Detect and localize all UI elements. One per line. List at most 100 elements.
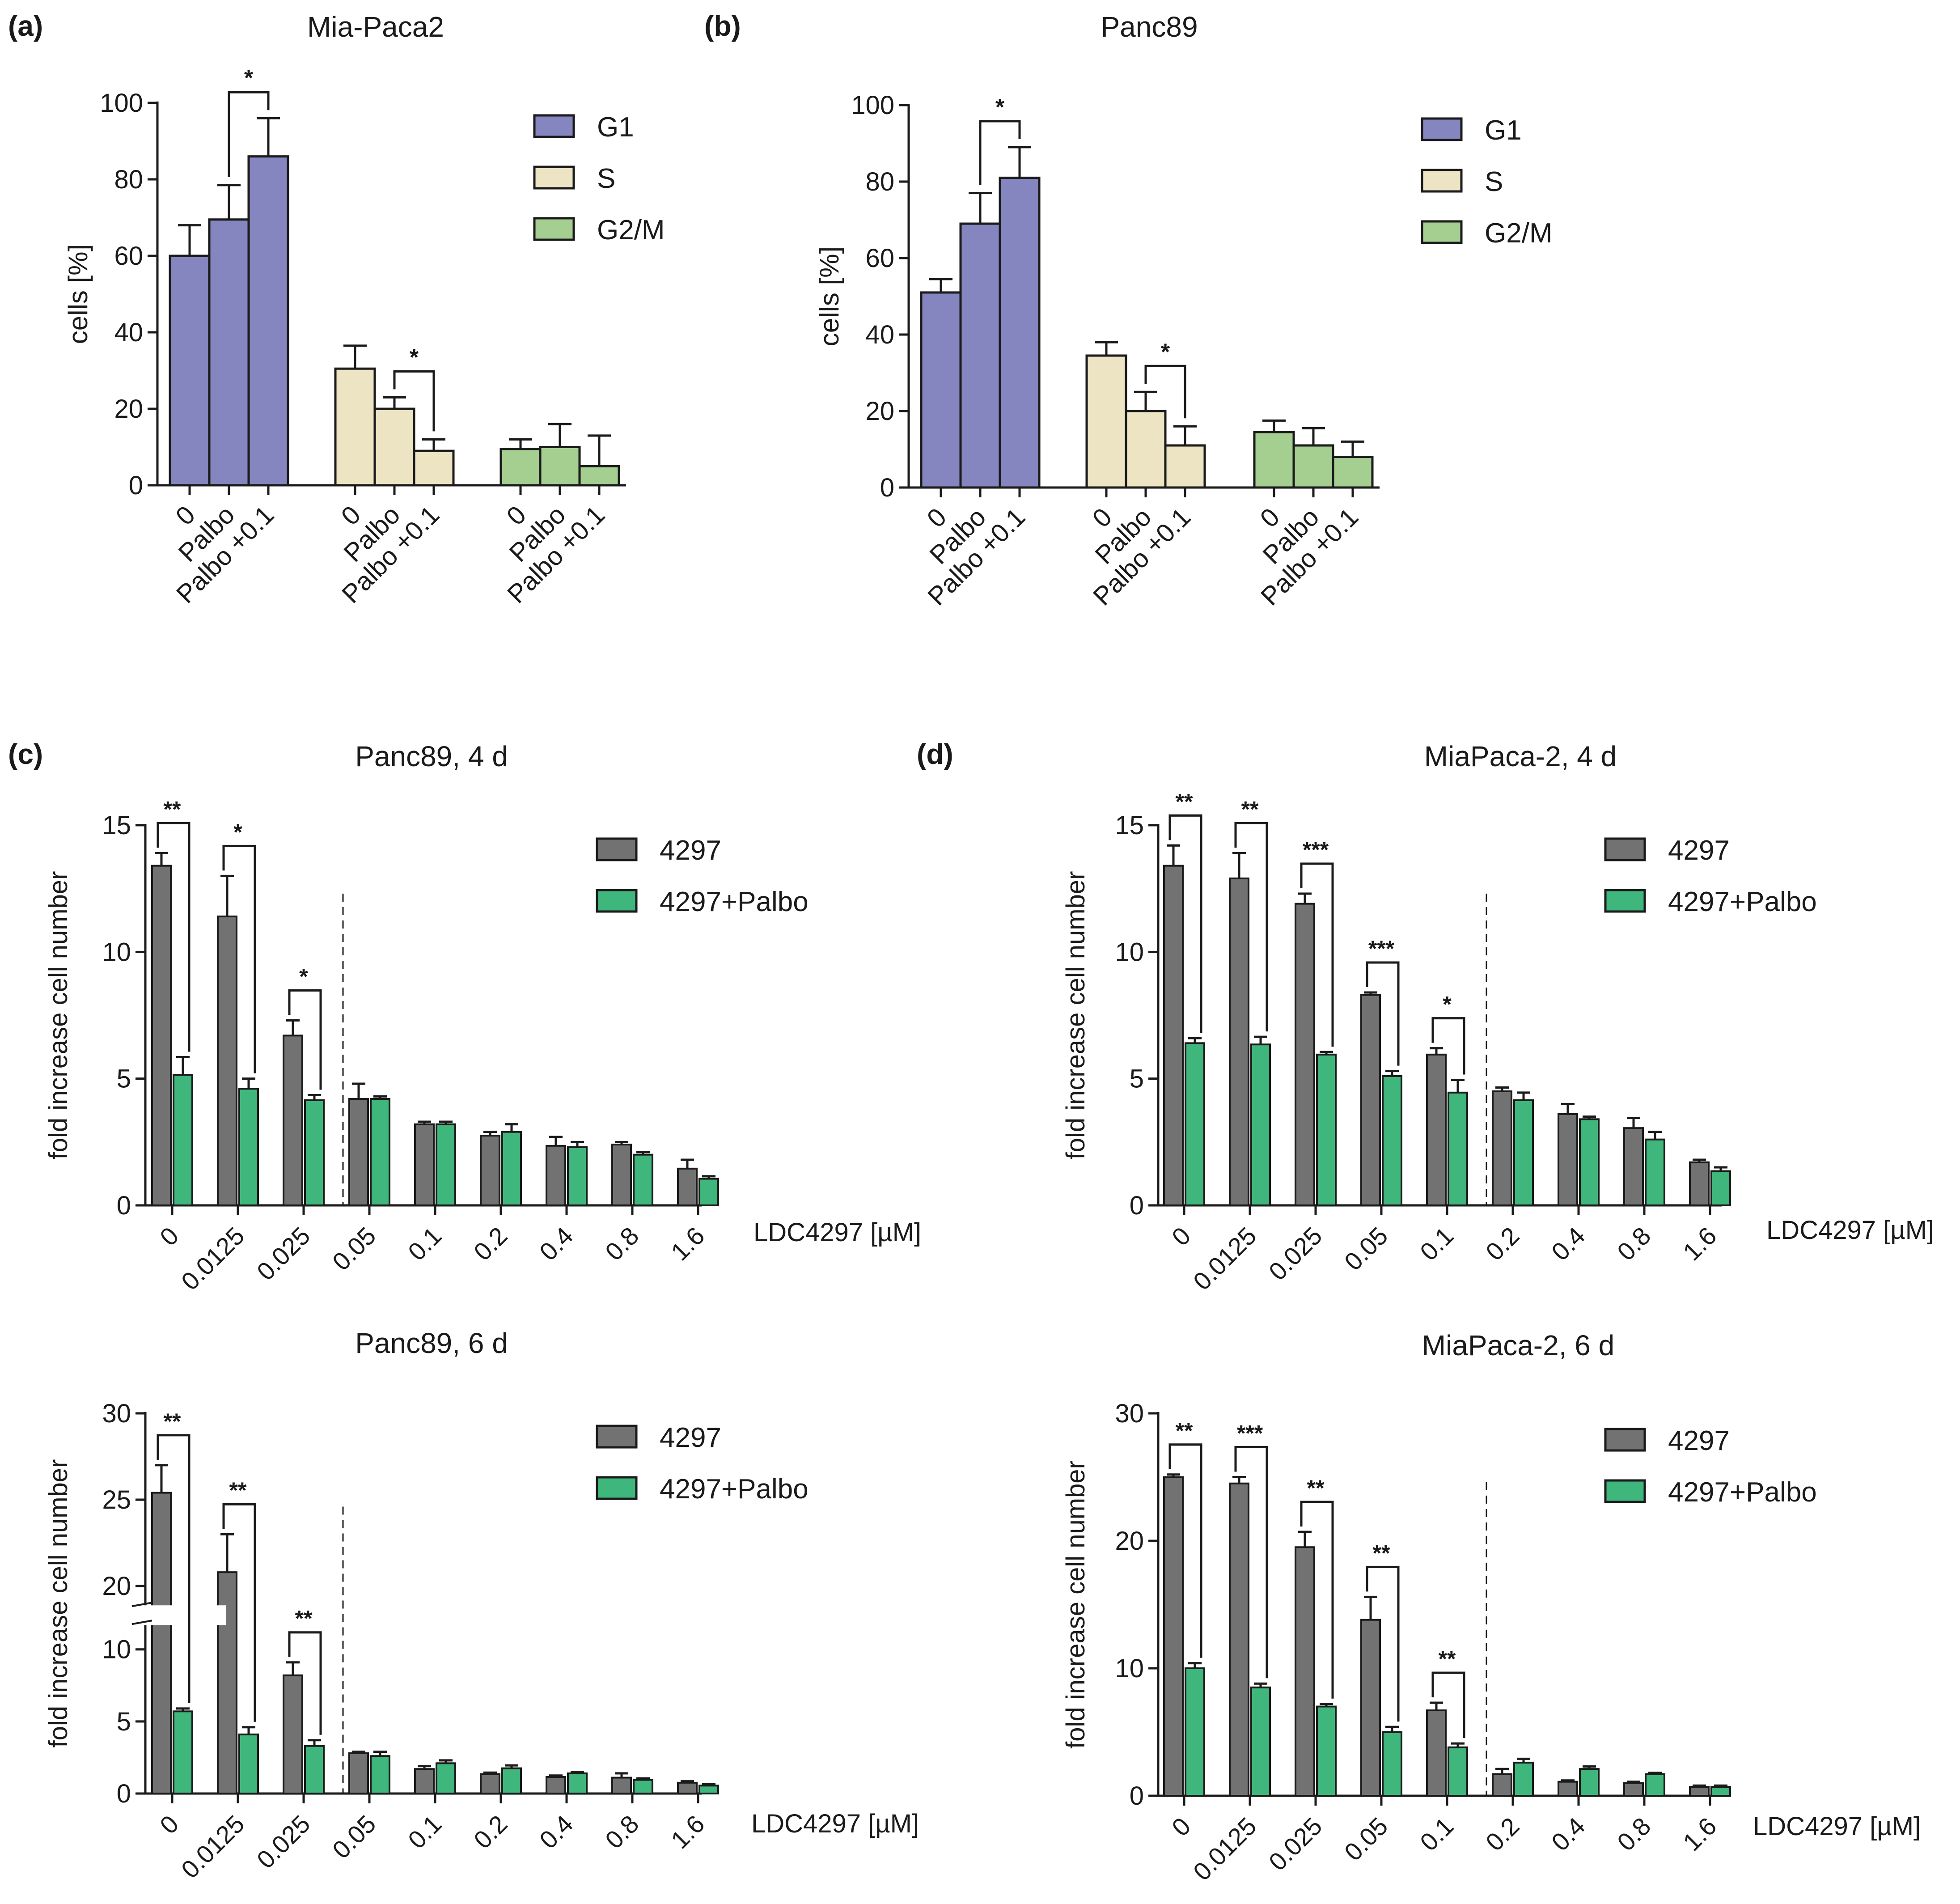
bar-G1-Palbo	[959, 222, 1001, 489]
x-tick-label: 0.1	[1414, 1221, 1459, 1266]
significance-label: **	[1373, 1540, 1390, 1565]
x-tick-label: 0.2	[468, 1221, 513, 1266]
x-tick-label: 0.2	[1480, 1812, 1525, 1857]
bar-4297+Palbo-0.8	[633, 1153, 653, 1207]
x-tick-label: 0.2	[468, 1810, 513, 1854]
y-tick-label: 100	[100, 89, 143, 118]
bar-4297+Palbo-0.0125	[1250, 1043, 1271, 1207]
x-tick-label: 1.6	[665, 1810, 710, 1854]
y-axis-label: fold increase cell number	[1061, 871, 1090, 1160]
y-tick-label: 10	[102, 1635, 131, 1664]
legend-label: G1	[597, 112, 634, 143]
bar-4297-0.8	[611, 1144, 632, 1206]
panel-c-label: (c)	[8, 738, 43, 770]
significance-bracket	[979, 120, 1021, 185]
y-tick-label: 40	[865, 320, 894, 349]
legend-swatch-4297	[1604, 1428, 1646, 1452]
bar-G1-Palbo +0.1	[247, 155, 289, 487]
y-tick-label: 0	[1130, 1781, 1144, 1811]
bar-4297+Palbo-0.8	[1645, 1773, 1665, 1797]
y-tick-label: 0	[129, 471, 143, 500]
x-tick-label: 0.05	[327, 1221, 381, 1276]
bar-4297+Palbo-0.05	[370, 1098, 390, 1206]
bar-S-0	[1085, 354, 1127, 489]
significance-label: *	[1161, 339, 1170, 365]
x-tick-label: 0.05	[327, 1810, 381, 1864]
legend-label: 4297	[1668, 835, 1730, 866]
significance-label: **	[1176, 1418, 1193, 1443]
bar-S-Palbo	[373, 407, 415, 487]
chart-title: Panc89, 4 d	[355, 740, 508, 772]
bar-S-Palbo	[1125, 410, 1167, 489]
bar-4297-1.6	[1689, 1161, 1710, 1207]
bar-4297-0.1	[1426, 1053, 1447, 1206]
bar-S-Palbo +0.1	[1164, 444, 1206, 489]
bar-4297+Palbo-0.1	[436, 1762, 456, 1795]
significance-bracket	[1234, 1446, 1268, 1679]
bar-4297-0.0125	[1229, 878, 1249, 1206]
y-tick-label: 0	[1130, 1191, 1144, 1220]
bar-G2/M-0	[1253, 431, 1295, 489]
x-tick-label: 0.4	[534, 1221, 579, 1266]
x-tick-label: 1.6	[1677, 1812, 1722, 1857]
legend-swatch-4297+Palbo	[1604, 1479, 1646, 1503]
chart-c4: Panc89, 4 d fold increase cell number 0 5 10…	[44, 740, 921, 1296]
x-tick-label: 0	[1166, 1221, 1196, 1251]
bar-4297+Palbo-0.025	[1316, 1705, 1337, 1797]
x-tick-label: 0.05	[1339, 1812, 1393, 1866]
significance-label: **	[1307, 1476, 1325, 1501]
legend-label: 4297+Palbo	[1668, 886, 1817, 917]
bar-G2/M-0	[500, 448, 542, 487]
significance-label: **	[1176, 789, 1193, 814]
x-tick-label: 1.6	[1677, 1221, 1722, 1266]
significance-bracket	[288, 1631, 322, 1735]
bar-4297-1.6	[677, 1781, 698, 1794]
y-tick-label: 10	[1115, 937, 1144, 967]
bar-4297-0.4	[546, 1776, 566, 1795]
y-axis-label: fold increase cell number	[1061, 1460, 1090, 1749]
y-tick-label: 80	[865, 167, 894, 196]
legend-swatch-G2/M	[533, 217, 575, 241]
bar-4297+Palbo-0.4	[567, 1146, 588, 1207]
x-tick-label: 0.05	[1339, 1221, 1393, 1276]
axis-break-mark	[131, 1620, 152, 1625]
legend-swatch-4297	[1604, 837, 1646, 861]
bar-4297-0	[151, 865, 172, 1206]
significance-bracket	[1300, 862, 1334, 1047]
bar-4297-0.4	[1558, 1113, 1578, 1206]
legend-swatch-4297+Palbo	[596, 1476, 638, 1500]
bar-4297-0.2	[1492, 1773, 1512, 1797]
panel-a-label: (a)	[8, 10, 43, 42]
y-tick-label: 5	[117, 1064, 131, 1094]
significance-bracket	[1168, 1443, 1202, 1658]
chart-c6: Panc89, 6 d fold increase cell number 0 5 10…	[44, 1327, 919, 1884]
y-tick-label: 80	[114, 165, 143, 194]
significance-bracket	[157, 1434, 190, 1703]
significance-label: ***	[1237, 1421, 1263, 1446]
bar-4297-0.05	[1360, 1619, 1381, 1797]
significance-bracket	[393, 370, 435, 432]
bar-4297+Palbo-0.4	[1579, 1118, 1600, 1206]
y-axis-label: fold increase cell number	[44, 871, 73, 1160]
bar-G2/M-Palbo	[539, 446, 581, 487]
panel-label-a: (a)	[8, 10, 43, 42]
significance-bracket	[222, 1503, 256, 1722]
y-tick-label: 0	[117, 1191, 131, 1220]
y-tick-label: 0	[880, 473, 894, 502]
y-tick-label: 60	[865, 244, 894, 273]
bar-4297-1.6	[677, 1167, 698, 1206]
x-tick-label: 0.4	[534, 1810, 579, 1854]
x-tick-label: 0	[154, 1221, 184, 1251]
legend-swatch-4297+Palbo	[1604, 889, 1646, 913]
significance-bracket	[157, 822, 190, 1052]
bar-4297-0.025	[283, 1035, 303, 1206]
bar-G2/M-Palbo +0.1	[578, 465, 620, 487]
bar-4297+Palbo-0.025	[304, 1745, 325, 1795]
legend-swatch-G2/M	[1421, 220, 1463, 244]
x-tick-label: 1.6	[665, 1221, 710, 1266]
bar-4297-0.8	[1623, 1782, 1644, 1797]
panel-label-c: (c)	[8, 738, 43, 770]
significance-bracket	[222, 844, 256, 1073]
